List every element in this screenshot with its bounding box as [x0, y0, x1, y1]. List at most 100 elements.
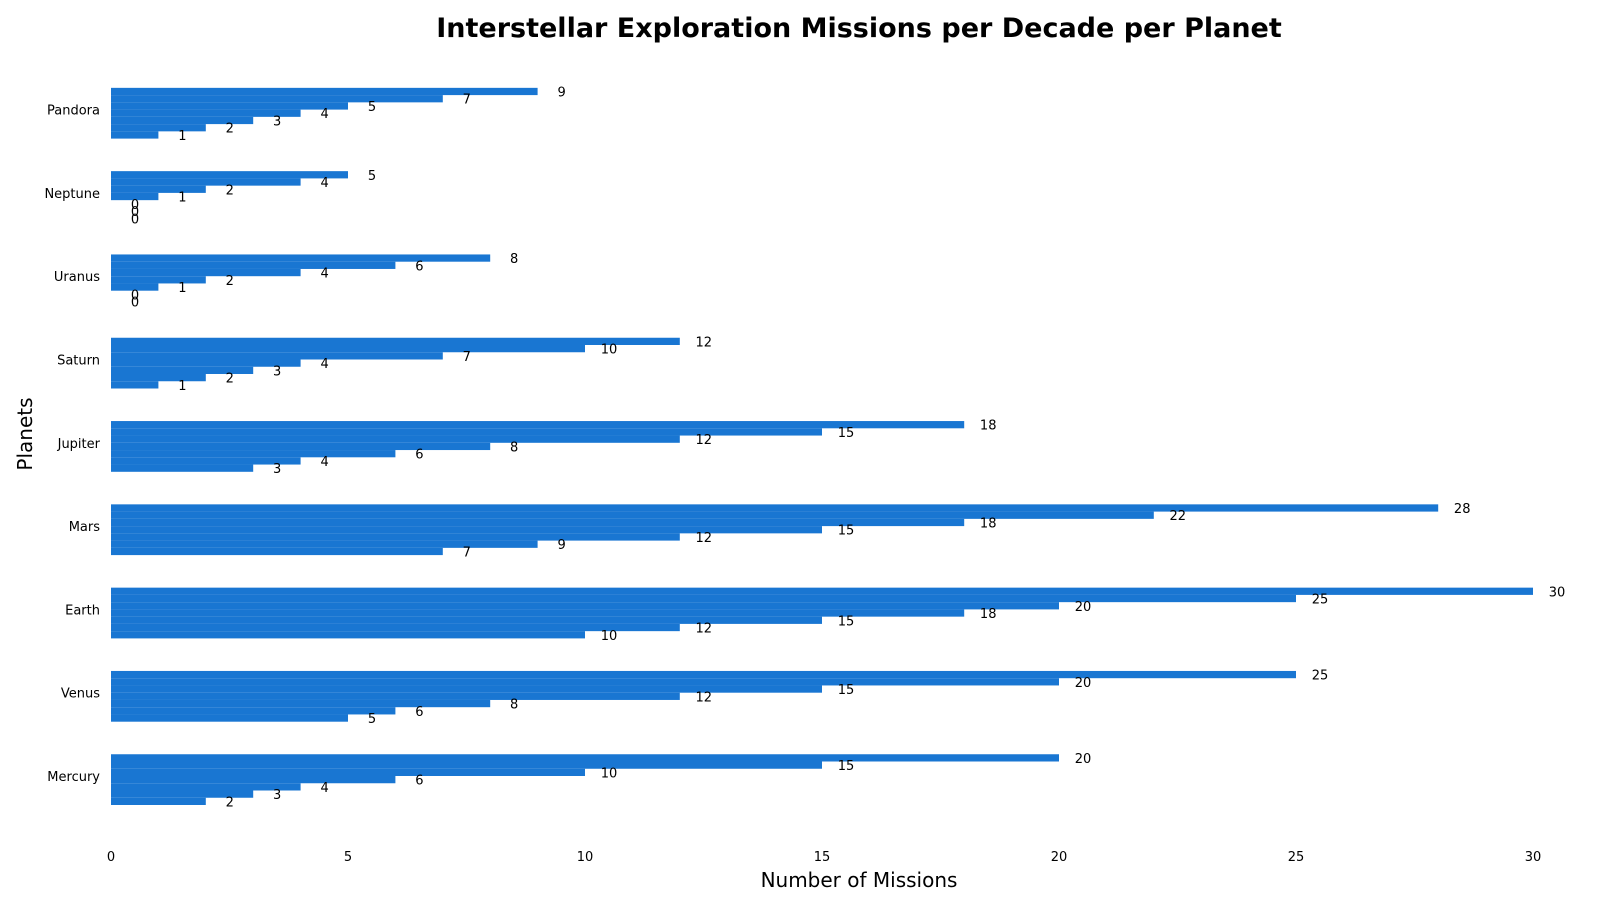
bar: [111, 587, 1533, 595]
data-label: 1: [178, 129, 186, 144]
bar: [111, 109, 301, 117]
data-label: 12: [696, 690, 713, 705]
y-tick-label: Mars: [69, 520, 101, 535]
x-tick-label: 5: [344, 850, 352, 865]
bar: [111, 464, 254, 472]
y-tick-label: Jupiter: [57, 437, 101, 452]
bar: [111, 685, 822, 693]
bar: [111, 790, 254, 798]
bar: [111, 185, 206, 193]
data-label: 15: [838, 426, 855, 441]
x-tick-label: 0: [107, 850, 115, 865]
data-label: 10: [601, 629, 618, 644]
data-label: 15: [838, 759, 855, 774]
data-label: 3: [273, 364, 281, 379]
data-label: 22: [1170, 509, 1187, 524]
data-label: 5: [368, 100, 376, 115]
data-label: 7: [463, 93, 471, 108]
data-label: 12: [696, 433, 713, 448]
data-label: 5: [368, 169, 376, 184]
data-label: 10: [601, 343, 618, 358]
data-label: 0: [131, 296, 139, 311]
bar: [111, 124, 206, 132]
data-label: 15: [838, 683, 855, 698]
data-label: 9: [557, 538, 565, 553]
data-label: 15: [838, 614, 855, 629]
bar: [111, 178, 301, 186]
data-label: 30: [1549, 585, 1566, 600]
bar: [111, 254, 491, 262]
bar: [111, 116, 254, 125]
data-label: 5: [368, 712, 376, 727]
data-label: 7: [463, 350, 471, 365]
bar: [111, 670, 1296, 679]
data-label: 3: [273, 462, 281, 477]
data-label: 4: [320, 357, 328, 372]
data-label: 20: [1075, 600, 1092, 615]
bar: [111, 359, 301, 367]
bar: [111, 276, 206, 284]
bar: [111, 594, 1296, 603]
data-label: 18: [980, 419, 997, 434]
data-label: 10: [601, 766, 618, 781]
bar: [111, 95, 443, 103]
data-label: 0: [131, 288, 139, 303]
bar: [111, 87, 538, 96]
data-label: 15: [838, 524, 855, 539]
bar: [111, 374, 206, 382]
bar: [111, 171, 348, 179]
data-label: 4: [320, 176, 328, 191]
bar: [111, 428, 822, 436]
bar: [111, 714, 348, 722]
bar: [111, 511, 1154, 519]
data-label: 28: [1454, 502, 1471, 517]
data-label: 12: [696, 335, 713, 350]
x-axis-label: Number of Missions: [761, 868, 958, 892]
bar: [111, 457, 301, 465]
data-label: 2: [226, 183, 234, 198]
data-label: 12: [696, 531, 713, 546]
data-label: 1: [178, 191, 186, 206]
bar: [111, 131, 159, 139]
bar: [111, 268, 301, 277]
bar: [111, 602, 1059, 610]
data-label: 18: [980, 516, 997, 531]
data-label: 6: [415, 774, 423, 789]
bar: [111, 754, 1059, 762]
bar: [111, 352, 443, 360]
bar: [111, 692, 680, 700]
data-label: 18: [980, 607, 997, 622]
data-label: 4: [320, 781, 328, 796]
bar: [111, 533, 680, 541]
bar: [111, 435, 680, 443]
data-label: 2: [226, 795, 234, 810]
data-label: 3: [273, 114, 281, 129]
bar: [111, 450, 396, 458]
data-label: 3: [273, 788, 281, 803]
data-label: 25: [1312, 669, 1329, 684]
x-tick-label: 10: [577, 850, 594, 865]
data-label: 12: [696, 622, 713, 637]
data-label: 0: [131, 198, 139, 213]
bar: [111, 776, 396, 784]
data-label: 20: [1075, 676, 1092, 691]
y-tick-label: Pandora: [47, 104, 100, 119]
x-tick-labels: 0 5 10 15 20 25 30: [107, 850, 1541, 865]
bar: [111, 623, 680, 632]
y-tick-label: Neptune: [44, 187, 100, 202]
bar: [111, 768, 585, 776]
bar: [111, 761, 822, 769]
data-label: 7: [463, 545, 471, 560]
x-tick-label: 15: [814, 850, 831, 865]
bar: [111, 783, 301, 791]
bar: [111, 421, 965, 429]
data-label: 6: [415, 259, 423, 274]
data-label: 1: [178, 379, 186, 394]
y-tick-label: Venus: [61, 687, 100, 702]
data-label: 8: [510, 440, 518, 455]
bar: [111, 102, 348, 110]
data-label: 2: [226, 274, 234, 289]
bars-group: [111, 87, 1533, 805]
